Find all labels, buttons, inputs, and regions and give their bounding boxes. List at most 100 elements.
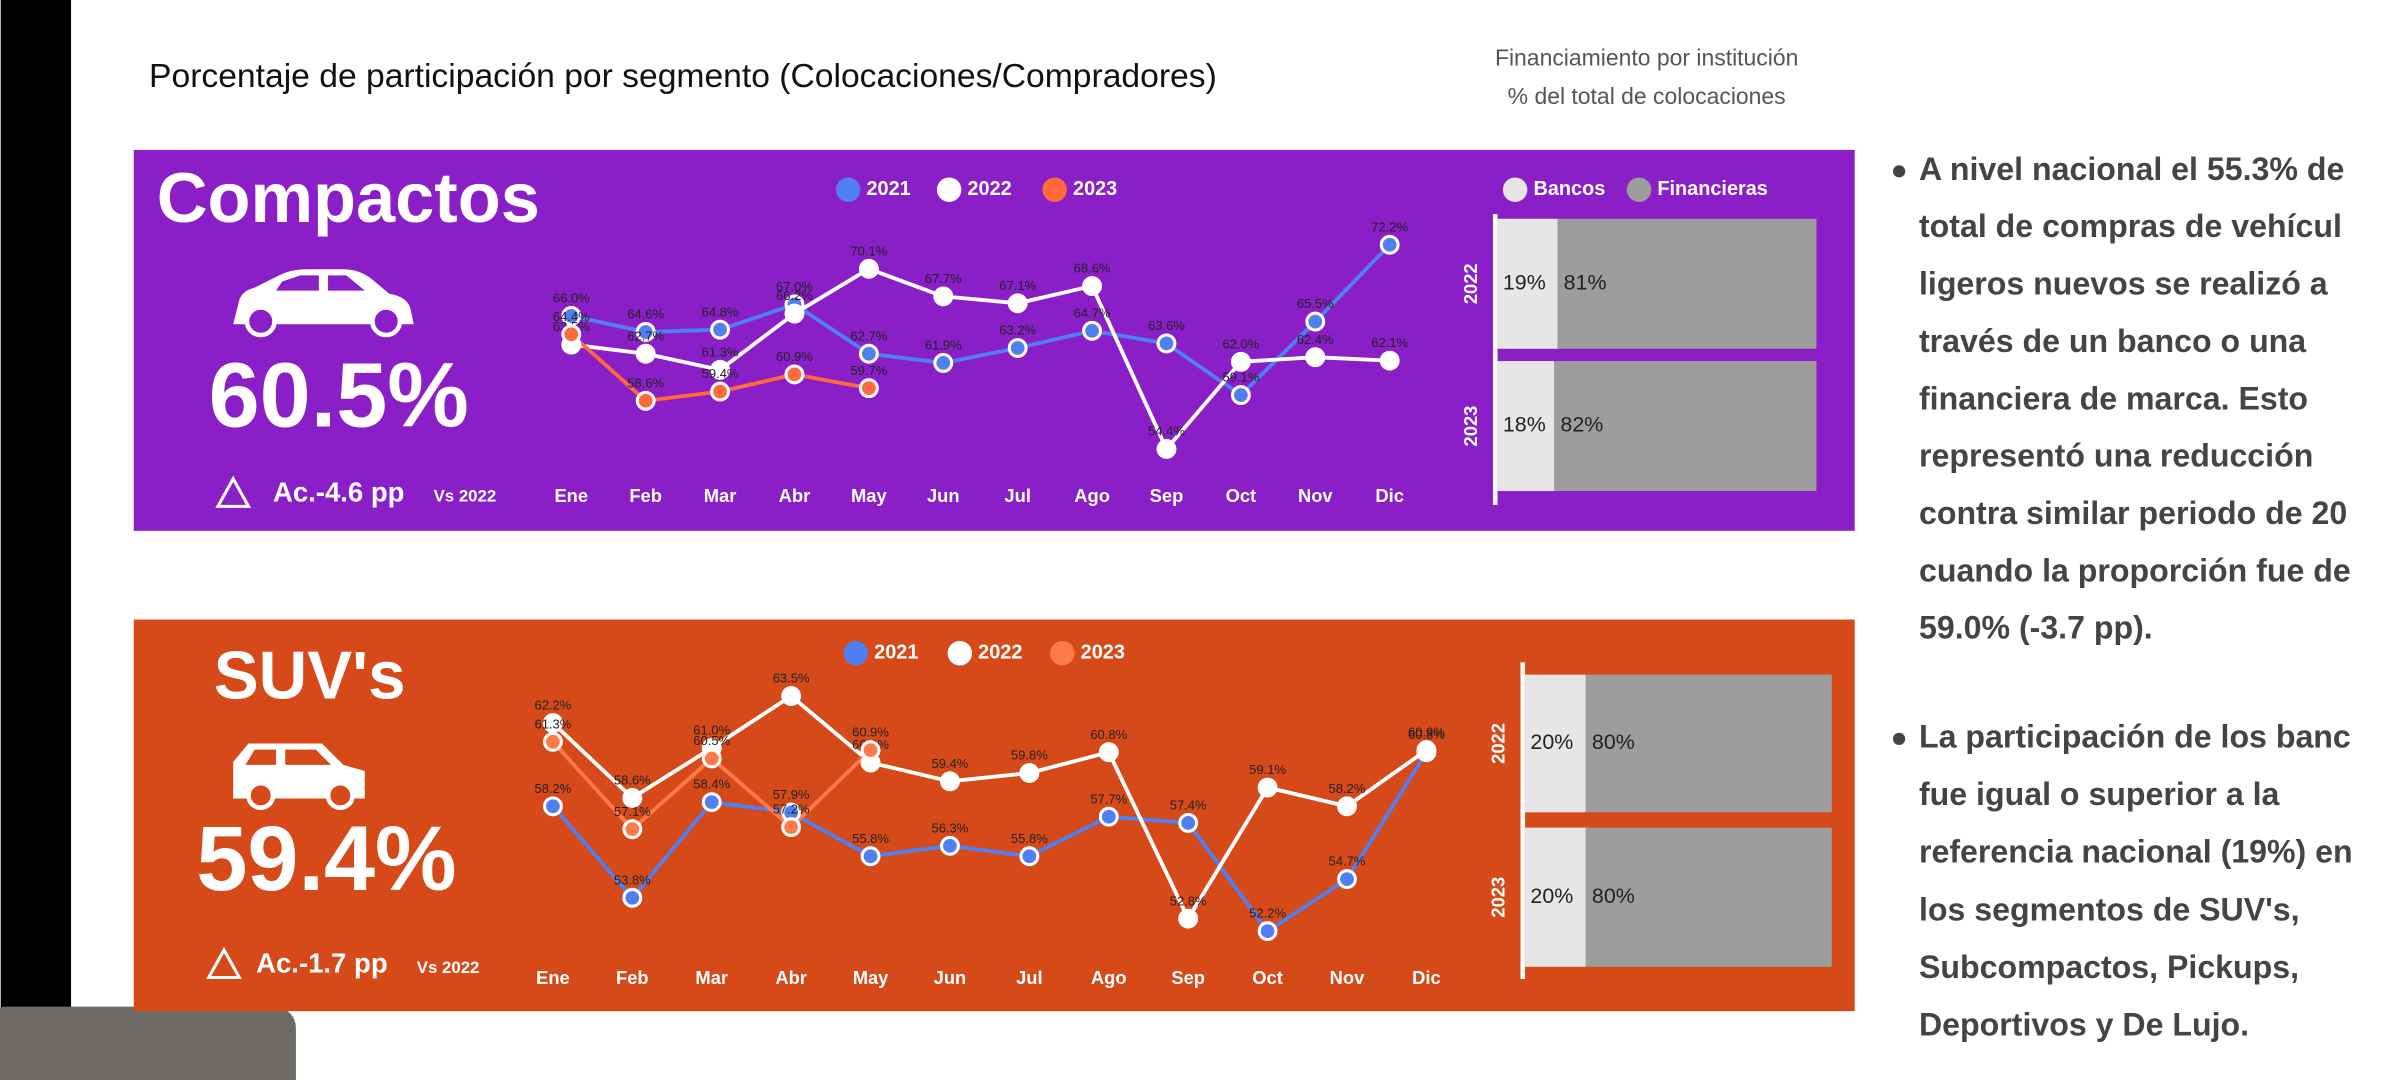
data-label: 59.1% — [1249, 762, 1286, 777]
data-point — [858, 258, 879, 279]
category-label: 2022 — [1460, 263, 1481, 304]
bar-segment — [1524, 827, 1586, 967]
data-point — [701, 748, 722, 769]
data-label: 66.2% — [776, 288, 813, 303]
subtitle: % del total de colocaciones — [1508, 83, 1786, 109]
data-point — [784, 303, 805, 324]
bullet-text: fue igual o superior a la — [1919, 776, 2281, 812]
panel-name: Compactos — [157, 158, 540, 237]
data-point — [781, 686, 802, 706]
data-point — [1098, 742, 1119, 763]
data-label: 58.6% — [614, 773, 651, 788]
data-point — [1082, 276, 1103, 297]
x-tick-label: Ene — [536, 967, 570, 988]
bar-segment — [1585, 827, 1832, 967]
subtitle: Financiamiento por institución — [1495, 45, 1798, 71]
data-label: 57.1% — [614, 804, 651, 819]
bullet-text: total de compras de vehícul — [1919, 208, 2342, 244]
data-point — [940, 835, 960, 856]
data-label: 60.8% — [1090, 727, 1127, 742]
category-label: 2022 — [1488, 723, 1509, 764]
bar-label: 80% — [1592, 884, 1635, 908]
series-line — [551, 693, 1428, 923]
left-bar — [0, 0, 72, 1080]
data-label: 60.5% — [693, 733, 730, 748]
data-label: 57.9% — [773, 787, 810, 802]
data-point — [858, 343, 879, 364]
bullet-text: 59.0% (-3.7 pp). — [1919, 610, 2153, 646]
legend-swatch — [1050, 640, 1075, 666]
panel-delta: Ac.-4.6 pp — [273, 476, 405, 507]
data-point — [784, 364, 805, 385]
data-label: 67.1% — [999, 278, 1036, 293]
data-point — [1178, 812, 1199, 833]
data-label: 64.4% — [553, 309, 590, 324]
legend-label: 2022 — [978, 641, 1022, 663]
legend-swatch — [843, 640, 869, 666]
bar-segment — [1585, 674, 1832, 813]
data-label: 62.1% — [1371, 335, 1408, 350]
data-label: 70.1% — [850, 243, 887, 258]
x-tick-label: Jul — [1016, 967, 1043, 988]
x-tick-label: Dic — [1412, 967, 1441, 988]
bar-label: 19% — [1503, 270, 1546, 294]
data-label: 55.8% — [1011, 831, 1048, 846]
series-line — [551, 751, 1429, 934]
bullet-text: cuando la proporción fue de — [1919, 552, 2351, 588]
data-label: 59.8% — [1011, 748, 1048, 763]
data-point — [1416, 740, 1437, 761]
data-point — [1019, 763, 1040, 783]
legend-swatch — [1502, 177, 1528, 202]
data-point — [1337, 869, 1357, 890]
legend-swatch — [1626, 177, 1652, 202]
category-label: 2023 — [1460, 406, 1481, 447]
x-tick-label: Ago — [1091, 967, 1127, 988]
bullet-dot — [1892, 165, 1906, 178]
x-tick-label: May — [853, 967, 889, 988]
data-label: 58.6% — [627, 375, 664, 390]
data-point — [542, 731, 563, 752]
slide-title: Porcentaje de participación por segmento… — [149, 58, 1217, 95]
legend-label: 2023 — [1081, 641, 1125, 663]
data-label: 64.7% — [1074, 305, 1111, 320]
x-tick-label: Nov — [1330, 967, 1365, 988]
legend-swatch — [835, 177, 861, 202]
data-point — [1019, 846, 1040, 867]
x-tick-label: Abr — [779, 485, 811, 506]
data-label: 58.4% — [693, 777, 730, 792]
legend-label: Bancos — [1533, 178, 1605, 200]
panel-name: SUV's — [214, 639, 406, 714]
bullet-text: representó una reducción — [1919, 438, 2313, 474]
data-label: 52.2% — [1249, 906, 1286, 921]
data-point — [1257, 777, 1278, 798]
legend-label: 2021 — [867, 178, 911, 200]
data-label: 60.9% — [852, 725, 889, 740]
data-label: 57.7% — [1090, 791, 1127, 806]
bullet-text: financiera de marca. Esto — [1919, 380, 2308, 416]
car-icon — [233, 269, 414, 338]
data-point — [542, 796, 563, 817]
data-label: 67.0% — [776, 279, 813, 294]
x-tick-label: Oct — [1226, 485, 1257, 506]
x-tick-label: Mar — [695, 967, 728, 988]
data-point — [1379, 234, 1400, 255]
data-label: 59.4% — [932, 756, 969, 771]
x-tick-label: Mar — [704, 485, 737, 506]
x-tick-label: May — [851, 485, 887, 506]
panel-share: 60.5% — [209, 345, 469, 447]
category-label: 2023 — [1488, 877, 1509, 918]
data-point — [940, 771, 960, 792]
data-point — [1337, 796, 1357, 817]
bar-label: 20% — [1530, 730, 1573, 754]
data-label: 59.4% — [702, 366, 739, 381]
data-label: 62.4% — [1297, 332, 1334, 347]
data-point — [1230, 351, 1251, 372]
data-point — [1257, 921, 1278, 942]
data-point — [710, 319, 731, 340]
bullet-text: Subcompactos, Pickups, — [1919, 949, 2299, 985]
data-point — [622, 819, 643, 840]
data-point — [858, 378, 879, 399]
data-point — [860, 846, 881, 867]
